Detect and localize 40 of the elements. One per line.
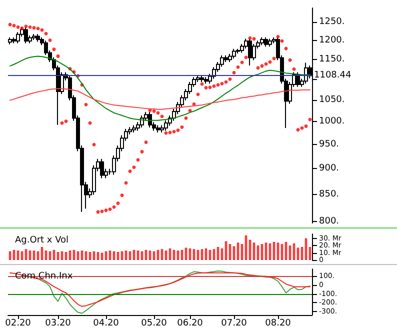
y-tick-label: 1000.	[319, 116, 345, 127]
candlestick	[164, 120, 168, 132]
y-tick-label: 1050.	[319, 94, 345, 105]
x-tick-label: 04.20	[93, 318, 120, 328]
ref-line-label: 1108.44	[314, 70, 352, 81]
candlestick	[32, 34, 36, 40]
y-tick-label: 1150.	[319, 54, 345, 64]
candlestick	[232, 48, 236, 60]
y-tick-label: 800.	[319, 216, 340, 226]
candlestick	[260, 36, 264, 46]
chart-title: Ag.Ort x Vol	[15, 236, 69, 246]
candlestick	[228, 53, 232, 63]
y-tick-label: 1250.	[319, 17, 345, 28]
x-tick-label: 03.20	[45, 318, 72, 328]
candlestick	[100, 158, 104, 179]
x-tick-label: 08.20	[265, 318, 292, 328]
candlestick	[132, 124, 136, 134]
y-tick-label: 1200.	[319, 35, 345, 46]
candlestick	[264, 36, 268, 48]
candlestick	[224, 54, 228, 63]
y-tick-label: 850.	[319, 189, 340, 200]
candlestick	[236, 48, 240, 54]
y-tick-label: 950.	[319, 140, 340, 150]
y-tick-label: 900.	[319, 164, 340, 174]
candlestick	[200, 75, 204, 82]
candlestick	[268, 38, 272, 48]
candlestick	[24, 26, 28, 44]
candlestick	[16, 32, 20, 44]
x-tick-label: 02.20	[5, 318, 32, 328]
candlestick	[160, 124, 164, 134]
candlestick	[36, 34, 40, 42]
candlestick	[8, 36, 12, 45]
x-tick-label: 07.20	[221, 318, 248, 328]
candlestick	[248, 38, 252, 66]
x-tick-label: 06.20	[177, 318, 204, 328]
x-tick-label: 05.20	[141, 318, 168, 328]
candlestick	[204, 76, 208, 84]
line-series	[10, 56, 310, 121]
line-series	[10, 272, 310, 307]
candlestick	[156, 124, 160, 134]
